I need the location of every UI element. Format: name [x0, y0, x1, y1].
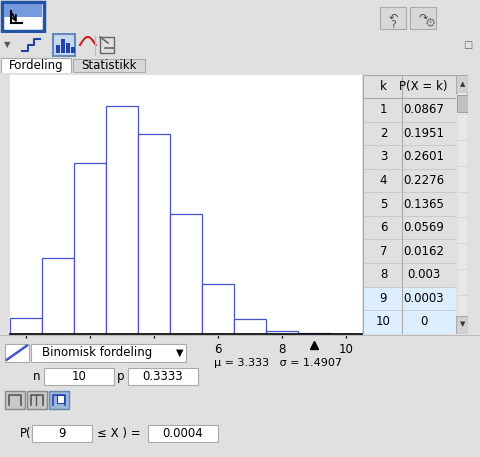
Text: 8: 8 — [380, 268, 387, 281]
Bar — [457, 94, 467, 315]
Text: 4: 4 — [380, 174, 387, 187]
Text: ▼: ▼ — [176, 348, 184, 357]
Bar — [138, 134, 170, 334]
Text: n: n — [33, 370, 40, 383]
Text: 9: 9 — [58, 427, 66, 441]
Bar — [457, 95, 468, 112]
Text: 6: 6 — [380, 221, 387, 234]
Bar — [363, 287, 456, 310]
Text: p: p — [117, 370, 124, 383]
Text: P(: P( — [20, 427, 32, 441]
Bar — [170, 214, 202, 334]
Text: 0: 0 — [420, 315, 427, 328]
Bar — [100, 37, 114, 53]
Bar — [10, 319, 42, 334]
Bar — [42, 258, 74, 334]
Bar — [32, 425, 92, 442]
Bar — [410, 7, 436, 29]
Bar — [27, 391, 47, 409]
Text: 7: 7 — [380, 244, 387, 258]
Text: 0.1951: 0.1951 — [403, 127, 444, 140]
Text: ⚙: ⚙ — [424, 17, 436, 30]
Text: 0.3333: 0.3333 — [143, 370, 183, 383]
Text: 2: 2 — [380, 127, 387, 140]
Text: 0.0867: 0.0867 — [403, 103, 444, 117]
Bar — [44, 367, 114, 385]
Bar — [266, 331, 298, 334]
Text: 0.2601: 0.2601 — [403, 150, 444, 164]
Text: Binomisk fordeling: Binomisk fordeling — [42, 346, 152, 359]
Text: 0.2276: 0.2276 — [403, 174, 444, 187]
Bar — [57, 395, 64, 403]
Text: 0.0004: 0.0004 — [163, 427, 204, 441]
Bar — [5, 391, 25, 409]
Text: 0.0162: 0.0162 — [403, 244, 444, 258]
Bar — [4, 4, 42, 17]
Text: k: k — [380, 80, 387, 93]
Bar — [56, 45, 60, 53]
Bar — [73, 59, 145, 72]
Bar — [1, 58, 71, 73]
Bar — [363, 310, 456, 334]
Bar — [128, 367, 198, 385]
Text: 10: 10 — [376, 315, 391, 328]
Text: 0.003: 0.003 — [407, 268, 440, 281]
Text: ▼: ▼ — [4, 41, 10, 49]
Text: 0.0003: 0.0003 — [403, 292, 444, 305]
Text: ▲: ▲ — [460, 81, 465, 87]
Bar — [71, 47, 75, 53]
Text: ↷: ↷ — [418, 13, 428, 23]
Text: μ = 3.333   σ = 1.4907: μ = 3.333 σ = 1.4907 — [214, 358, 342, 368]
Text: 9: 9 — [380, 292, 387, 305]
Bar — [234, 319, 266, 334]
Bar — [106, 106, 138, 334]
Text: 5: 5 — [380, 197, 387, 211]
Text: 3: 3 — [380, 150, 387, 164]
Bar — [66, 43, 70, 53]
Bar — [74, 163, 106, 334]
Bar — [5, 344, 29, 361]
Bar — [2, 2, 44, 31]
Bar — [53, 34, 75, 56]
Bar — [49, 391, 69, 409]
Bar — [456, 315, 468, 334]
Text: 10: 10 — [72, 370, 86, 383]
Text: 1: 1 — [380, 103, 387, 117]
Text: ?: ? — [390, 20, 396, 30]
Bar — [61, 39, 65, 53]
Bar — [456, 75, 468, 94]
Bar — [380, 7, 406, 29]
Bar — [202, 284, 234, 334]
Text: ▼: ▼ — [460, 322, 465, 328]
Text: 0.1365: 0.1365 — [403, 197, 444, 211]
Text: Statistikk: Statistikk — [81, 59, 137, 72]
Text: ↶: ↶ — [388, 13, 398, 23]
Text: Fordeling: Fordeling — [9, 58, 63, 72]
Text: ≤ X ) =: ≤ X ) = — [97, 427, 141, 441]
Text: □: □ — [463, 40, 473, 50]
Text: 0.0569: 0.0569 — [403, 221, 444, 234]
Bar — [31, 344, 186, 361]
Bar — [148, 425, 218, 442]
Text: P(X = k): P(X = k) — [399, 80, 448, 93]
